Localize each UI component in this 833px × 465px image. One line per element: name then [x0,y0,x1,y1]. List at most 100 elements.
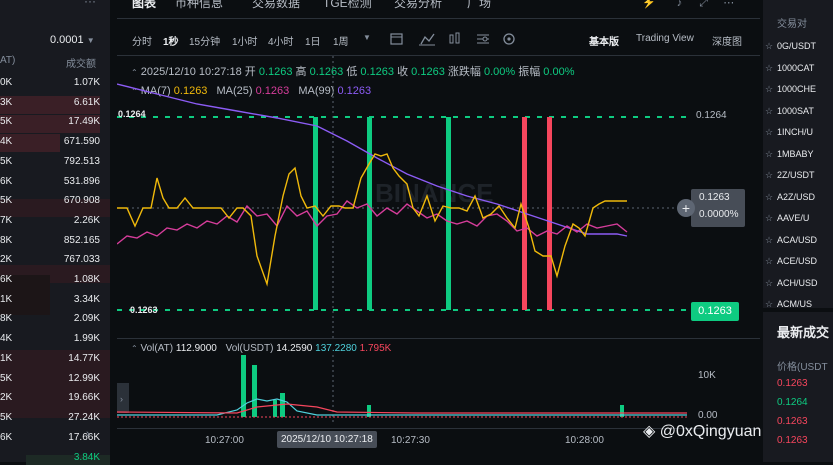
collapse-icon[interactable]: ⌃ [131,87,138,96]
symbol-item[interactable]: ACE/USD [777,256,818,266]
interval-dropdown-icon[interactable]: ▼ [363,33,371,42]
order-book-row[interactable]: 8K 2.09K [0,313,110,333]
volume-ma2-line [117,403,687,414]
order-book-row[interactable]: 5K 792.513 [0,156,110,176]
order-book-row[interactable]: 6K 1.08K [0,274,110,294]
crosshair-percent: 0.0000% [699,209,739,220]
symbol-item[interactable]: 1INCH/U [777,127,814,137]
latest-trades-title[interactable]: 最新成交 [777,325,830,340]
symbol-item[interactable]: A2Z/USD [777,191,816,202]
symbol-item[interactable]: ACA/USD [777,234,818,245]
symbol-item[interactable]: 2Z/USDT [777,170,815,180]
calendar-icon[interactable] [390,33,403,45]
star-icon[interactable]: ☆ [765,41,774,51]
indicators-icon[interactable] [477,34,489,44]
star-icon[interactable]: ☆ [765,299,774,309]
collapse-icon[interactable]: ⌃ [131,68,138,77]
price-chart[interactable]: BINANCE [117,56,760,338]
order-book-row[interactable]: 2K 19.66K [0,392,110,412]
settings-icon[interactable] [503,33,515,45]
interval-2[interactable]: 15分钟 [189,37,221,48]
tab-2[interactable]: 交易数据 [252,0,301,10]
star-icon[interactable]: ☆ [765,213,774,223]
symbol-item[interactable]: ACM/US [777,299,813,309]
symbol-item[interactable]: 0G/USDT [777,41,817,51]
symbol-item[interactable]: 1000CAT [777,62,815,73]
star-icon[interactable]: ☆ [765,105,774,116]
compare-icon[interactable]: ⚡ [642,0,656,9]
add-alert-icon[interactable]: + [677,199,695,217]
interval-4[interactable]: 4小时 [268,37,294,48]
symbol-item[interactable]: AAVE/U [777,213,810,223]
interval-1[interactable]: 1秒 [163,37,179,48]
crosshair-time-label: 2025/12/10 10:27:18 [277,431,377,448]
star-icon[interactable]: ☆ [765,84,774,94]
tab-5[interactable]: 广场 [467,0,492,10]
vol-at-value: 112.9000 [175,343,217,354]
symbol-item[interactable]: ACH/USD [777,277,818,288]
bell-icon[interactable]: ♪ [676,0,683,9]
collapse-icon[interactable]: ⌃ [131,344,138,353]
order-book-row[interactable]: 5K 12.99K [0,373,110,393]
ma99-line [117,83,628,237]
star-icon[interactable]: ☆ [765,256,774,266]
toolbar-icons [390,32,515,46]
more-icon[interactable]: ⋯ [723,0,735,9]
order-book-row[interactable]: 7K 2.26K [0,215,110,235]
expand-icon[interactable]: ⤢ [699,0,709,9]
crosshair-price: 0.1263 [699,192,730,203]
star-icon[interactable]: ☆ [765,191,774,202]
order-total: 17.66K [68,431,100,443]
star-icon[interactable]: ☆ [765,234,774,245]
order-book-row[interactable]: 0K 1.07K [0,77,110,97]
star-icon[interactable]: ☆ [765,62,774,73]
chevron-right-icon[interactable]: › [86,428,90,440]
order-book-row[interactable]: 8K 852.165 [0,235,110,255]
tab-1[interactable]: 币种信息 [175,0,224,10]
interval-5[interactable]: 1日 [305,37,321,48]
depth-bar [0,134,60,152]
symbol-item[interactable]: 1000CHE [777,84,817,94]
volume-chart[interactable]: › [117,355,687,425]
order-amount: 5K [0,411,13,423]
order-book-row[interactable]: 1K 14.77K [0,353,110,373]
tab-4[interactable]: 交易分析 [394,0,443,10]
interval-0[interactable]: 分时 [132,37,152,48]
star-icon[interactable]: ☆ [765,170,774,180]
order-book-row[interactable]: 2K 767.033 [0,254,110,274]
candles-icon[interactable] [449,32,460,44]
order-book-row[interactable]: 6K 531.896 [0,176,110,196]
view-mode-2[interactable]: 深度图 [712,37,742,48]
line-chart-icon[interactable] [419,33,435,46]
more-icon[interactable]: ··· [84,0,96,8]
order-book-row[interactable]: 5K 27.24K [0,412,110,432]
tab-3[interactable]: TGE检测 [323,0,372,10]
precision-select[interactable]: 0.0001 ▼ [50,34,95,46]
order-book-row[interactable]: 1K 3.34K [0,294,110,314]
order-book-row[interactable]: 6K 17.66K [0,432,110,452]
order-book-row[interactable]: 3K 6.61K [0,97,110,117]
trade-price: 0.1263 [777,435,808,446]
symbol-item[interactable]: 1000SAT [777,105,814,116]
star-icon[interactable]: ☆ [765,277,774,288]
order-book-row[interactable]: 5K 17.49K [0,116,110,136]
star-icon[interactable]: ☆ [765,148,774,159]
amplitude-value: 0.00% [543,66,575,78]
star-icon[interactable]: ☆ [765,127,774,137]
time-tick: 10:27:00 [205,435,244,446]
order-book-row[interactable]: 5K 670.908 [0,195,110,215]
order-amount: 6K [0,274,13,285]
view-mode-0[interactable]: 基本版 [589,37,619,48]
volume-scroll-handle[interactable] [117,383,129,413]
order-amount: 8K [0,234,13,246]
order-book-row[interactable]: 4K 1.99K [0,333,110,353]
view-mode-1[interactable]: Trading View [636,33,694,44]
order-book-row[interactable]: 4K 671.590 [0,136,110,156]
symbol-item[interactable]: 1MBABY [777,148,814,159]
candle-up [313,117,318,310]
tab-0[interactable]: 图表 [132,0,157,10]
interval-3[interactable]: 1小时 [232,37,258,48]
interval-6[interactable]: 1周 [333,37,349,48]
trade-price: 0.1264 [777,397,808,408]
bottom-value: 3.84K [73,452,100,463]
